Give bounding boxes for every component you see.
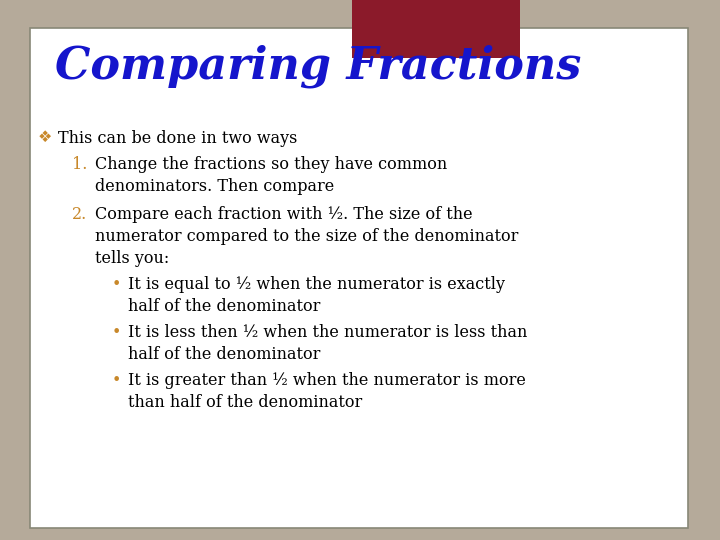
Text: half of the denominator: half of the denominator — [128, 298, 320, 315]
Text: It is less then ½ when the numerator is less than: It is less then ½ when the numerator is … — [128, 324, 527, 341]
Text: Change the fractions so they have common: Change the fractions so they have common — [95, 156, 447, 173]
Text: Compare each fraction with ½. The size of the: Compare each fraction with ½. The size o… — [95, 206, 472, 223]
Text: tells you:: tells you: — [95, 250, 169, 267]
Text: 2.: 2. — [72, 206, 87, 223]
Text: than half of the denominator: than half of the denominator — [128, 394, 362, 411]
Text: Comparing Fractions: Comparing Fractions — [55, 45, 581, 89]
Text: denominators. Then compare: denominators. Then compare — [95, 178, 334, 195]
Text: It is greater than ½ when the numerator is more: It is greater than ½ when the numerator … — [128, 372, 526, 389]
Text: It is equal to ½ when the numerator is exactly: It is equal to ½ when the numerator is e… — [128, 276, 505, 293]
Text: 1.: 1. — [72, 156, 87, 173]
FancyBboxPatch shape — [30, 28, 688, 528]
Text: ❖: ❖ — [38, 130, 53, 145]
Text: half of the denominator: half of the denominator — [128, 346, 320, 363]
Text: •: • — [112, 276, 122, 293]
Text: •: • — [112, 372, 122, 389]
Text: •: • — [112, 324, 122, 341]
Bar — [352, 0, 520, 58]
Text: numerator compared to the size of the denominator: numerator compared to the size of the de… — [95, 228, 518, 245]
Text: This can be done in two ways: This can be done in two ways — [58, 130, 297, 147]
